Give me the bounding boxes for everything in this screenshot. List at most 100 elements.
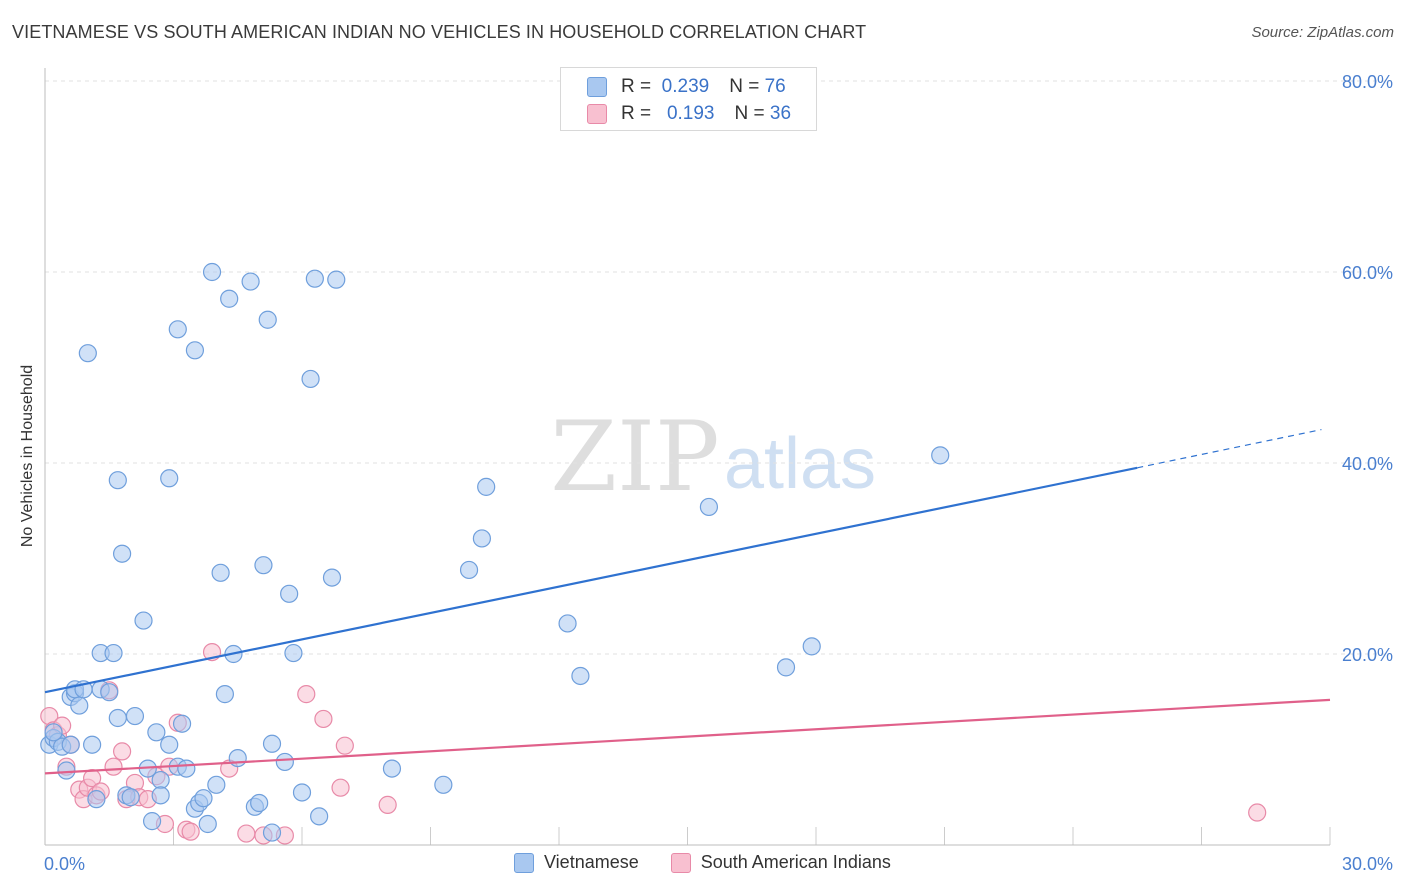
legend-r-label: R = (621, 103, 652, 124)
south-american-indian-point (104, 757, 123, 776)
legend-n-label: N = (729, 76, 760, 97)
correlation-legend: R = 0.239 N = 76 R = 0.193 N = 36 (560, 67, 817, 131)
y-tick-label: 60.0% (1342, 263, 1393, 283)
vietnamese-point (100, 683, 119, 702)
south-american-indian-point (112, 742, 132, 761)
vietnamese-point (168, 320, 187, 339)
vietnamese-point (310, 807, 329, 826)
vietnamese-point (262, 734, 282, 753)
vietnamese-point (472, 529, 491, 548)
vietnamese-point (185, 341, 205, 360)
vietnamese-point (301, 369, 320, 389)
legend-swatch-south-american-indians (670, 852, 691, 873)
vietnamese-point (194, 789, 213, 808)
vietnamese-point (61, 735, 80, 754)
vietnamese-point (108, 708, 127, 728)
y-tick-label: 40.0% (1342, 454, 1393, 474)
vietnamese-trend-line (44, 466, 1138, 694)
vietnamese-point (305, 269, 324, 288)
vietnamese-point (280, 584, 299, 603)
vietnamese-point (284, 643, 303, 663)
vietnamese-point (160, 735, 179, 754)
vietnamese-point (112, 544, 132, 563)
vietnamese-point (802, 637, 821, 656)
vietnamese-point (108, 471, 127, 490)
vietnamese-point (198, 814, 217, 834)
source-label: Source: ZipAtlas.com (1251, 24, 1394, 41)
vietnamese-point (87, 790, 106, 809)
vietnamese-point (382, 759, 402, 778)
vietnamese-point (202, 262, 222, 282)
vietnamese-point (78, 344, 97, 363)
legend-n-value: 36 (769, 103, 792, 124)
legend-label-south-american-indians: South American Indians (700, 852, 891, 872)
vietnamese-point (699, 497, 719, 517)
vietnamese-point (151, 786, 170, 805)
vietnamese-trend-extension (1137, 428, 1322, 469)
watermark-zip: ZIP (550, 401, 719, 513)
south-american-indian-point (297, 685, 316, 704)
vietnamese-point (83, 735, 102, 754)
vietnamese-point (220, 289, 239, 308)
vietnamese-point (207, 775, 226, 794)
vietnamese-point (160, 469, 179, 488)
vietnamese-point (322, 568, 342, 587)
series-legend: Vietnamese South American Indians (514, 852, 923, 873)
legend-label-vietnamese: Vietnamese (544, 852, 639, 872)
legend-row-south-american-indians: R = 0.193 N = 36 (587, 102, 791, 126)
vietnamese-point (434, 775, 453, 794)
legend-r-label: R = (621, 76, 652, 97)
y-tick-label: 80.0% (1342, 72, 1393, 92)
vietnamese-point (275, 752, 294, 772)
vietnamese-point (142, 812, 162, 831)
vietnamese-point (172, 714, 192, 733)
x-tick-label: 0.0% (44, 854, 85, 874)
vietnamese-point (931, 446, 950, 465)
south-american-indian-point (378, 795, 397, 814)
vietnamese-point (459, 560, 479, 580)
vietnamese-point (104, 643, 123, 663)
vietnamese-point (177, 759, 196, 778)
south-american-indian-point (314, 709, 333, 729)
legend-swatch-vietnamese (587, 77, 607, 97)
vietnamese-point (151, 770, 170, 790)
vietnamese-point (215, 685, 234, 704)
vietnamese-point (250, 793, 269, 813)
vietnamese-point (258, 310, 277, 329)
vietnamese-point (70, 696, 89, 715)
vietnamese-point (121, 788, 140, 807)
vietnamese-point (558, 614, 577, 633)
legend-n-value: 76 (764, 76, 786, 97)
south-american-indian-point (181, 822, 200, 841)
legend-swatch-south-american-indians (587, 104, 607, 124)
y-tick-label: 20.0% (1342, 645, 1393, 665)
legend-r-value: 0.193 (666, 103, 715, 124)
legend-item-vietnamese: Vietnamese (514, 852, 639, 873)
south-american-indian-trend-line (44, 698, 1331, 775)
legend-swatch-vietnamese (514, 852, 534, 873)
vietnamese-point (228, 748, 247, 768)
south-american-indian-point (1248, 803, 1267, 822)
vietnamese-point (571, 666, 590, 686)
vietnamese-point (327, 270, 346, 289)
legend-row-vietnamese: R = 0.239 N = 76 (587, 75, 786, 99)
x-tick-label: 30.0% (1342, 854, 1393, 874)
vietnamese-point (57, 761, 76, 780)
vietnamese-point (262, 823, 282, 842)
vietnamese-point (292, 783, 312, 802)
vietnamese-point (254, 556, 273, 575)
vietnamese-point (147, 723, 166, 742)
chart-title: VIETNAMESE VS SOUTH AMERICAN INDIAN NO V… (12, 22, 867, 42)
vietnamese-point (44, 723, 63, 742)
south-american-indian-point (335, 736, 354, 755)
vietnamese-point (211, 563, 230, 582)
south-american-indian-point (237, 824, 256, 843)
legend-r-value: 0.239 (661, 76, 710, 97)
vietnamese-point (134, 611, 153, 630)
south-american-indian-point (331, 778, 350, 797)
legend-n-label: N = (734, 103, 765, 124)
vietnamese-point (477, 477, 496, 496)
vietnamese-point (125, 706, 145, 726)
watermark-atlas: atlas (724, 424, 876, 504)
